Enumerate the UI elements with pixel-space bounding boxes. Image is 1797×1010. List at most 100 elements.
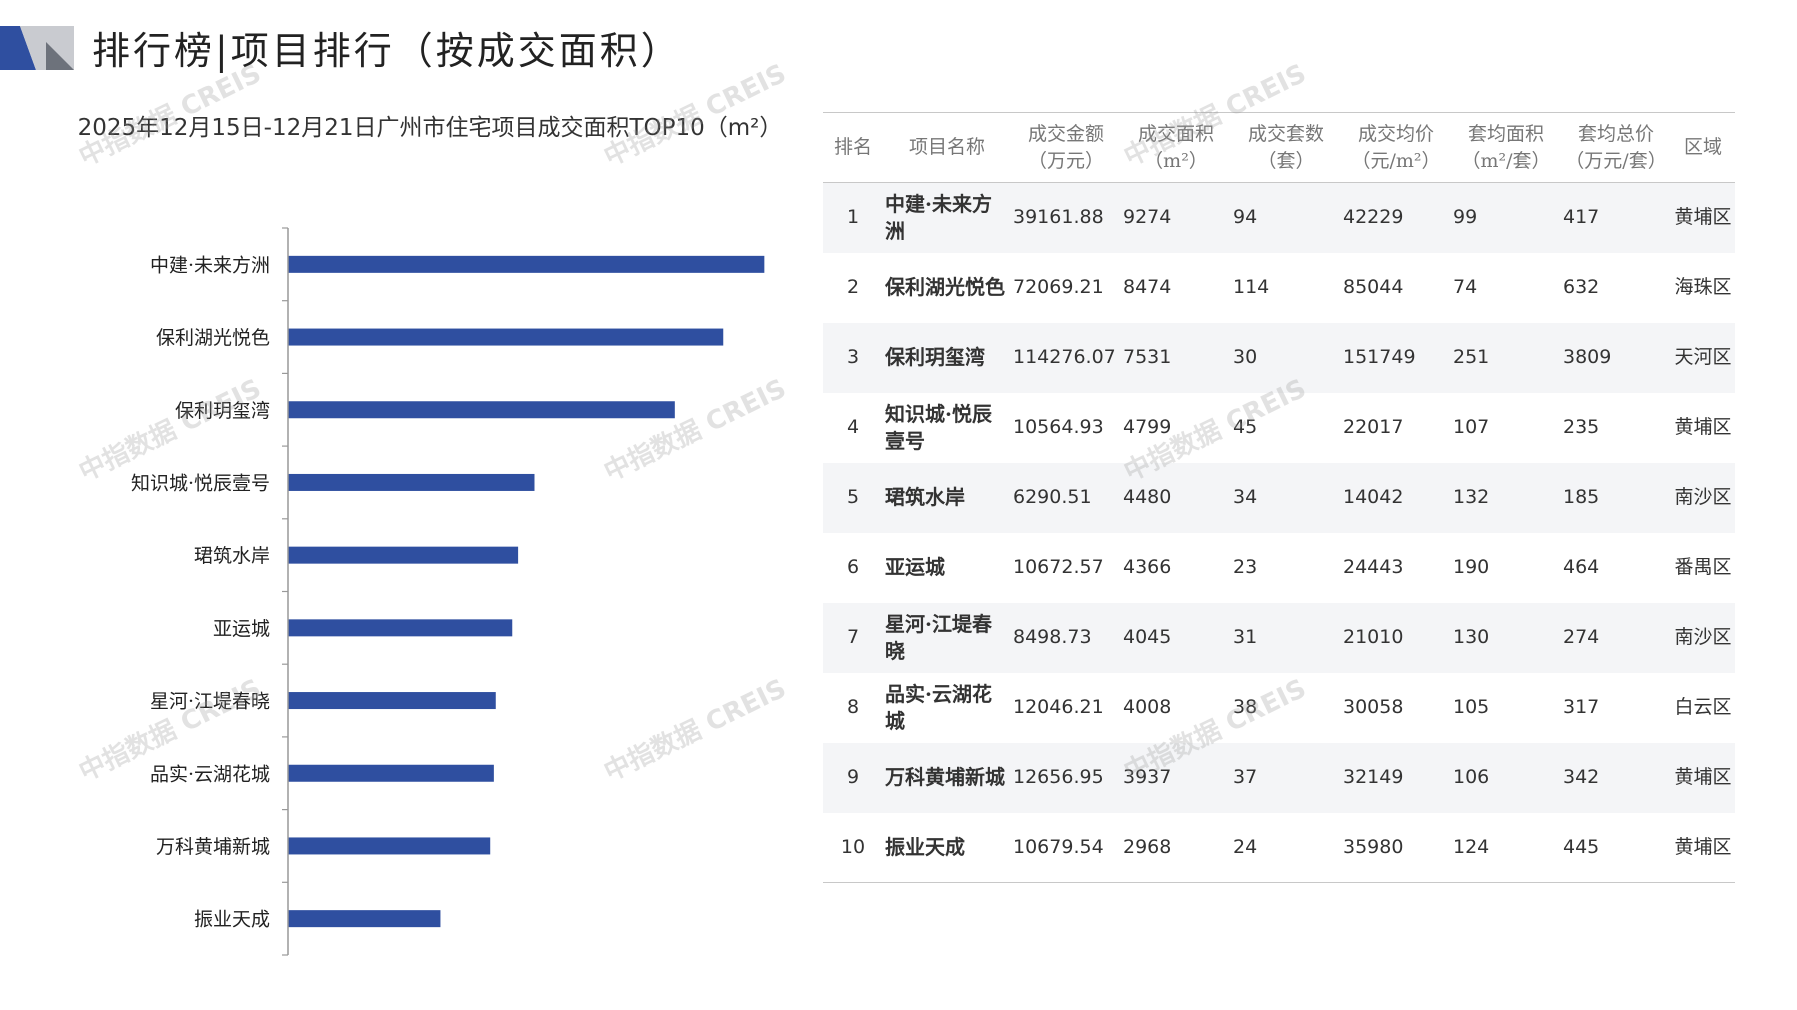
bar-3 bbox=[288, 401, 675, 419]
table-row: 10 振业天成 10679.54 2968 24 35980 124 445 黄埔区 bbox=[823, 813, 1735, 883]
cell-district: 海珠区 bbox=[1674, 276, 1732, 298]
cell-avg-total: 417 bbox=[1563, 206, 1600, 229]
cell-rank: 10 bbox=[840, 835, 866, 858]
category-label: 知识城·悦辰壹号 bbox=[131, 472, 270, 494]
cell-area: 4480 bbox=[1123, 486, 1172, 508]
cell-price: 30058 bbox=[1343, 696, 1404, 718]
cell-price: 14042 bbox=[1343, 486, 1404, 508]
cell-price: 22017 bbox=[1343, 416, 1404, 438]
cell-name: 万科黄埔新城 bbox=[885, 765, 1005, 789]
cell-amount: 12656.95 bbox=[1013, 766, 1104, 788]
cell-rank: 5 bbox=[846, 486, 860, 508]
cell-amount: 12046.21 bbox=[1013, 696, 1104, 718]
column-header-label: 成交面积 bbox=[1137, 122, 1214, 145]
cell-area: 3937 bbox=[1123, 766, 1172, 788]
column-header-label: 排名 bbox=[833, 136, 872, 158]
cell-avg-area: 124 bbox=[1453, 835, 1490, 858]
table-row: 9 万科黄埔新城 12656.95 3937 37 32149 106 342 黄埔区 bbox=[823, 742, 1735, 813]
cell-units: 30 bbox=[1233, 346, 1258, 368]
table-row: 2 保利湖光悦色 72069.21 8474 114 85044 74 632 海珠区 bbox=[823, 253, 1735, 323]
cell-avg-area: 99 bbox=[1453, 206, 1478, 229]
page-header: 排行榜|项目排行（按成交面积） bbox=[0, 26, 900, 76]
cell-area: 8474 bbox=[1123, 276, 1172, 298]
cell-avg-area: 106 bbox=[1453, 766, 1490, 788]
cell-rank: 7 bbox=[846, 626, 860, 648]
column-header-label: 区域 bbox=[1683, 136, 1722, 158]
cell-name: 保利湖光悦色 bbox=[885, 275, 1005, 299]
cell-units: 31 bbox=[1233, 626, 1258, 648]
bar-chart-plot: 中建·未来方洲保利湖光悦色保利玥玺湾知识城·悦辰壹号珺筑水岸亚运城星河·江堤春晓… bbox=[131, 227, 765, 956]
cell-rank: 2 bbox=[846, 276, 860, 298]
cell-name: 知识城·悦辰壹号 bbox=[885, 401, 992, 453]
cell-amount: 114276.07 bbox=[1013, 346, 1116, 368]
cell-amount: 39161.88 bbox=[1013, 206, 1104, 229]
column-header: 成交套数 （套） bbox=[1231, 113, 1341, 183]
cell-avg-total: 3809 bbox=[1563, 346, 1612, 368]
column-header: 区域 bbox=[1671, 113, 1735, 183]
column-header-label: 套均总价 bbox=[1577, 122, 1654, 145]
cell-units: 45 bbox=[1233, 416, 1258, 438]
category-label: 品实·云湖花城 bbox=[150, 763, 270, 785]
cell-avg-total: 464 bbox=[1563, 556, 1600, 578]
column-header-label: 项目名称 bbox=[908, 136, 985, 158]
column-header-unit: （万元/套） bbox=[1565, 149, 1667, 172]
category-label: 星河·江堤春晓 bbox=[150, 691, 270, 713]
cell-amount: 10672.57 bbox=[1013, 556, 1104, 578]
bar-chart: 2025年12月15日-12月21日广州市住宅项目成交面积TOP10（m²） 中… bbox=[0, 100, 810, 980]
bar-9 bbox=[288, 837, 491, 855]
cell-units: 94 bbox=[1233, 206, 1258, 229]
column-header-unit: （m²） bbox=[1144, 149, 1208, 172]
cell-avg-total: 445 bbox=[1563, 835, 1600, 858]
cell-avg-area: 251 bbox=[1453, 346, 1490, 368]
table-row: 3 保利玥玺湾 114276.07 7531 30 151749 251 3809 天河区 bbox=[823, 322, 1735, 393]
cell-area: 4008 bbox=[1123, 696, 1172, 718]
column-header-unit: （m²/套） bbox=[1461, 149, 1551, 172]
cell-rank: 9 bbox=[846, 766, 860, 788]
cell-area: 7531 bbox=[1123, 346, 1172, 368]
category-label: 保利玥玺湾 bbox=[175, 400, 270, 422]
column-header-unit: （万元） bbox=[1027, 149, 1104, 172]
cell-rank: 1 bbox=[846, 206, 860, 229]
cell-price: 35980 bbox=[1343, 835, 1404, 858]
category-label: 万科黄埔新城 bbox=[156, 836, 270, 858]
column-header: 成交面积 （m²） bbox=[1121, 113, 1231, 183]
column-header: 成交金额 （万元） bbox=[1011, 113, 1121, 183]
cell-units: 23 bbox=[1233, 556, 1258, 578]
cell-avg-area: 132 bbox=[1453, 486, 1490, 508]
table-row: 4 知识城·悦辰壹号 10564.93 4799 45 22017 107 235 黄埔区 bbox=[823, 393, 1735, 463]
cell-area: 2968 bbox=[1123, 835, 1172, 858]
cell-units: 34 bbox=[1233, 486, 1258, 508]
bar-5 bbox=[288, 546, 519, 564]
bar-10 bbox=[288, 910, 441, 928]
cell-price: 42229 bbox=[1343, 206, 1404, 229]
bar-6 bbox=[288, 619, 513, 637]
table-header-row: 排名 项目名称 成交金额 （万元） 成交面积 （m²） 成交套数 （套） 成交均价 （元/m²） 套… bbox=[823, 112, 1735, 183]
cell-district: 白云区 bbox=[1674, 696, 1732, 718]
cell-units: 37 bbox=[1233, 766, 1258, 788]
cell-district: 黄埔区 bbox=[1674, 206, 1732, 229]
column-header: 排名 bbox=[823, 113, 883, 183]
cell-name: 保利玥玺湾 bbox=[885, 345, 985, 369]
cell-avg-total: 185 bbox=[1563, 486, 1600, 508]
cell-units: 24 bbox=[1233, 835, 1258, 858]
column-header-label: 成交套数 bbox=[1247, 122, 1324, 145]
cell-amount: 10679.54 bbox=[1013, 835, 1104, 858]
cell-amount: 6290.51 bbox=[1013, 486, 1092, 508]
column-header-label: 成交均价 bbox=[1357, 122, 1434, 145]
cell-name: 中建·未来方洲 bbox=[885, 191, 992, 243]
category-label: 亚运城 bbox=[213, 618, 270, 640]
table-row: 7 星河·江堤春晓 8498.73 4045 31 21010 130 274 南沙区 bbox=[823, 602, 1735, 673]
cell-area: 4799 bbox=[1123, 416, 1172, 438]
column-header: 套均面积 （m²/套） bbox=[1451, 113, 1561, 183]
table-row: 8 品实·云湖花城 12046.21 4008 38 30058 105 317 白云区 bbox=[823, 673, 1735, 743]
category-label: 保利湖光悦色 bbox=[156, 327, 270, 349]
cell-district: 南沙区 bbox=[1674, 486, 1732, 508]
cell-avg-area: 74 bbox=[1453, 276, 1478, 298]
column-header-unit: （元/m²） bbox=[1351, 149, 1441, 172]
column-header: 项目名称 bbox=[883, 113, 1011, 183]
cell-rank: 4 bbox=[846, 416, 860, 438]
table-body: 1 中建·未来方洲 39161.88 9274 94 42229 99 417 黄埔区 2 保利湖光… bbox=[823, 182, 1735, 883]
cell-price: 151749 bbox=[1343, 346, 1416, 368]
cell-district: 番禺区 bbox=[1674, 556, 1732, 578]
ranking-table: 排名 项目名称 成交金额 （万元） 成交面积 （m²） 成交套数 （套） 成交均价 （元/m²） 套… bbox=[823, 112, 1735, 883]
